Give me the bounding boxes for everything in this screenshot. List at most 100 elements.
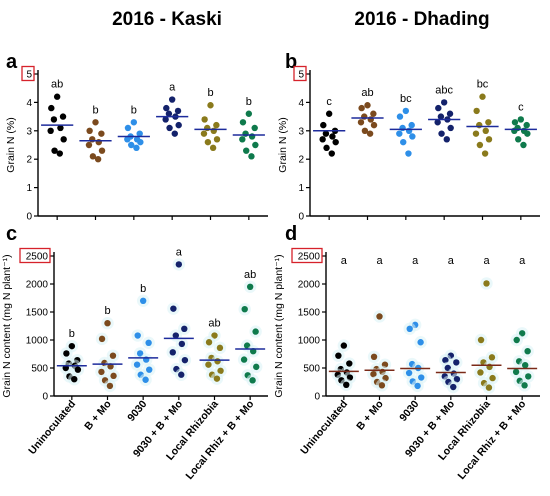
data-point bbox=[447, 124, 454, 132]
y-tick-label: 5 bbox=[298, 70, 304, 81]
significance-letter: ab bbox=[51, 79, 63, 91]
y-tick-label: 1000 bbox=[26, 336, 49, 347]
data-point bbox=[408, 121, 415, 129]
significance-letter: ab bbox=[208, 318, 220, 330]
data-point bbox=[366, 130, 374, 137]
data-point bbox=[146, 366, 153, 373]
data-point bbox=[240, 356, 248, 363]
data-point bbox=[511, 119, 519, 126]
data-point bbox=[367, 116, 374, 123]
data-point bbox=[489, 374, 496, 382]
data-point bbox=[482, 127, 489, 134]
data-point bbox=[239, 119, 247, 126]
data-point bbox=[361, 113, 368, 120]
data-point bbox=[48, 104, 55, 112]
data-point bbox=[163, 104, 170, 112]
data-point bbox=[358, 104, 365, 112]
data-point bbox=[513, 336, 520, 344]
data-point bbox=[175, 121, 182, 129]
data-point bbox=[181, 356, 189, 364]
highlight-box bbox=[291, 247, 323, 264]
data-point bbox=[488, 354, 496, 361]
data-point bbox=[89, 153, 97, 160]
data-point bbox=[485, 119, 492, 126]
data-point bbox=[137, 138, 144, 146]
data-point bbox=[172, 332, 180, 339]
data-point bbox=[60, 136, 67, 143]
panel-letter-c: c bbox=[6, 223, 17, 245]
data-point bbox=[210, 127, 217, 134]
data-point bbox=[205, 361, 212, 368]
data-point bbox=[253, 363, 260, 371]
y-tick-label: 2500 bbox=[298, 252, 321, 263]
panel-c: c Grain N content (mg N plant⁻¹) 0 500 1000 1… bbox=[1, 223, 268, 482]
data-point bbox=[525, 373, 532, 380]
data-point bbox=[473, 107, 480, 115]
panel-letter-d: d bbox=[285, 223, 297, 245]
data-point bbox=[483, 280, 490, 287]
y-tick-label: 0 bbox=[42, 392, 48, 403]
data-point bbox=[136, 130, 143, 137]
data-point bbox=[485, 136, 493, 143]
y-tick-label: 500 bbox=[31, 364, 48, 375]
data-point bbox=[252, 328, 259, 335]
y-tick-label: 2 bbox=[298, 155, 304, 166]
data-point bbox=[440, 99, 448, 106]
data-point bbox=[409, 133, 416, 140]
data-point bbox=[168, 96, 176, 103]
data-point bbox=[517, 116, 525, 123]
y-tick-label: 4 bbox=[26, 98, 32, 109]
data-point bbox=[51, 147, 58, 154]
data-point bbox=[178, 371, 185, 378]
data-point bbox=[476, 141, 484, 149]
data-point bbox=[476, 121, 483, 129]
data-point bbox=[479, 93, 486, 100]
data-point bbox=[370, 110, 377, 117]
data-point bbox=[53, 93, 61, 100]
data-point bbox=[166, 124, 173, 132]
data-point bbox=[74, 366, 82, 373]
significance-letter: a bbox=[483, 255, 490, 267]
data-point bbox=[438, 130, 445, 137]
panel-b: b Grain N (%) 0 1 2 3 4 5 c ab bc abc bc c bbox=[277, 51, 540, 223]
data-point bbox=[435, 104, 442, 112]
data-point bbox=[346, 360, 353, 367]
data-point bbox=[124, 136, 131, 143]
data-point bbox=[243, 147, 250, 154]
data-point bbox=[370, 121, 378, 129]
data-point bbox=[524, 130, 531, 137]
y-tick-label: 0 bbox=[26, 212, 32, 223]
data-point bbox=[322, 130, 330, 137]
significance-letter: a bbox=[376, 255, 383, 267]
significance-letter: a bbox=[176, 246, 183, 258]
data-point bbox=[134, 332, 141, 339]
data-point bbox=[485, 384, 493, 391]
significance-letter: ab bbox=[244, 269, 256, 281]
data-point bbox=[335, 352, 342, 359]
data-point bbox=[340, 342, 348, 349]
y-tick-label: 2500 bbox=[26, 252, 49, 263]
data-point bbox=[217, 367, 224, 374]
data-point bbox=[98, 368, 105, 376]
data-point bbox=[361, 127, 369, 134]
data-point bbox=[511, 127, 518, 134]
x-category-label: B + Mo bbox=[354, 398, 386, 432]
data-point bbox=[400, 138, 407, 146]
data-point bbox=[98, 147, 106, 154]
data-point bbox=[170, 305, 177, 312]
x-category-label: 9030 bbox=[397, 398, 421, 424]
x-category-label: Local Rhiz + B + Mo bbox=[184, 398, 257, 482]
significance-letter: a bbox=[169, 82, 176, 94]
data-point bbox=[252, 141, 259, 149]
data-point bbox=[370, 370, 377, 378]
data-point bbox=[209, 144, 217, 152]
data-point bbox=[106, 382, 114, 390]
data-point bbox=[139, 297, 147, 304]
data-point bbox=[521, 382, 528, 389]
data-point bbox=[477, 369, 484, 376]
data-point bbox=[211, 332, 218, 339]
y-tick-label: 5 bbox=[26, 70, 32, 81]
highlight-box bbox=[19, 247, 51, 264]
data-point bbox=[241, 306, 248, 313]
